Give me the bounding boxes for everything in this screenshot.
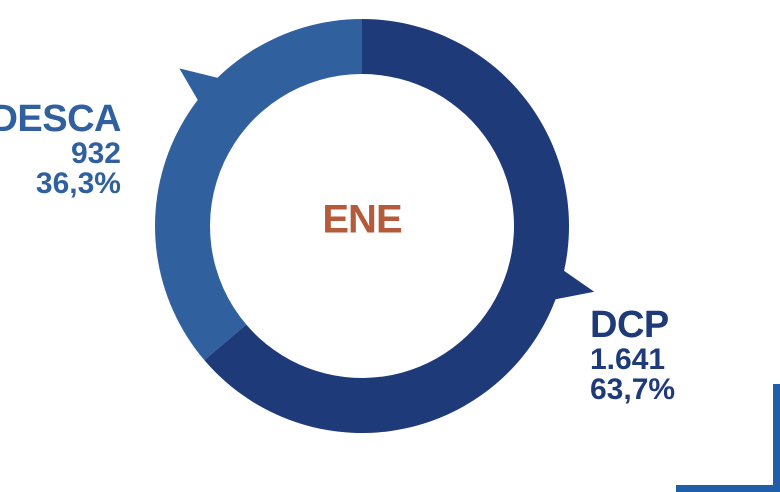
donut-slice-arc-dcp [204,19,569,433]
slice-value-dcp: 1.641 [590,342,666,376]
slice-name-dcp: DCP [590,304,669,346]
center-label: ENE [322,197,402,242]
donut-slice-arc-desca [155,19,362,361]
callout-pointer-desca [179,68,225,106]
corner-bracket-decoration [676,384,780,492]
donut-slice-desca [155,19,362,361]
slice-name-desca: DESCA [0,98,121,140]
slice-percent-dcp: 63,7% [590,373,676,407]
slice-label-dcp: DCP 1.641 63,7% [590,306,675,406]
slice-value-desca: 932 [70,136,121,170]
donut-slice-dcp [204,19,595,433]
slice-label-desca: DESCA 932 36,3% [0,100,121,200]
slice-percent-desca: 36,3% [35,167,121,201]
donut-slices [155,19,595,433]
callout-pointer-dcp [548,267,595,301]
